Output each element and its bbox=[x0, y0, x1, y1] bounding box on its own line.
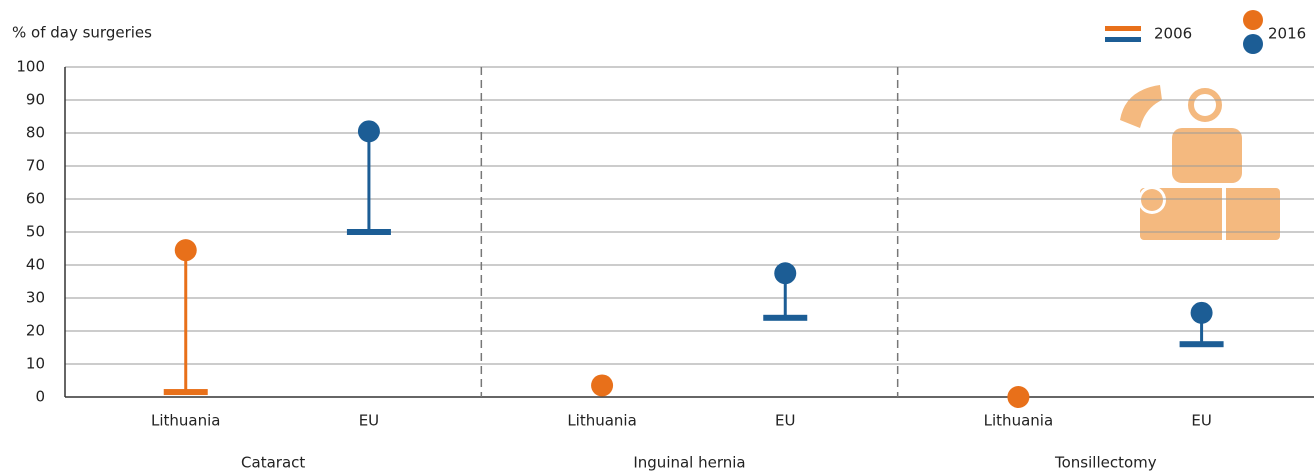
y-tick-label: 60 bbox=[26, 190, 45, 208]
x-tick-label: Lithuania bbox=[984, 412, 1053, 430]
marker-2016 bbox=[1191, 302, 1213, 324]
marker-2006 bbox=[763, 315, 807, 321]
group-label: Inguinal hernia bbox=[633, 454, 745, 472]
y-tick-label: 100 bbox=[16, 58, 45, 76]
group-label: Tonsillectomy bbox=[1054, 454, 1157, 472]
y-tick-label: 50 bbox=[26, 223, 45, 241]
x-tick-label: EU bbox=[775, 412, 795, 430]
y-axis-label: % of day surgeries bbox=[12, 24, 152, 42]
y-tick-label: 70 bbox=[26, 157, 45, 175]
marker-2006 bbox=[164, 389, 208, 395]
y-tick-label: 30 bbox=[26, 289, 45, 307]
y-tick-label: 40 bbox=[26, 256, 45, 274]
x-tick-label: Lithuania bbox=[151, 412, 220, 430]
legend-marker bbox=[1105, 37, 1141, 42]
legend-marker bbox=[1105, 26, 1141, 31]
marker-2016 bbox=[591, 374, 613, 396]
y-tick-label: 10 bbox=[26, 355, 45, 373]
surgeon-icon bbox=[1120, 85, 1280, 245]
marker-2006 bbox=[1180, 341, 1224, 347]
legend-label: 2016 bbox=[1268, 25, 1306, 43]
group-label: Cataract bbox=[241, 454, 305, 472]
x-tick-label: EU bbox=[1191, 412, 1211, 430]
x-tick-label: EU bbox=[359, 412, 379, 430]
chart: % of day surgeries 0 10 20 30 40 50 60 70 80 90 10… bbox=[0, 0, 1314, 473]
x-tick-label: Lithuania bbox=[567, 412, 636, 430]
legend-marker bbox=[1243, 34, 1263, 54]
marker-2016 bbox=[358, 120, 380, 142]
y-tick-label: 80 bbox=[26, 124, 45, 142]
y-tick-label: 0 bbox=[35, 388, 45, 406]
marker-2016 bbox=[175, 239, 197, 261]
marker-2016 bbox=[1007, 386, 1029, 408]
marker-2006 bbox=[347, 229, 391, 235]
legend-label: 2006 bbox=[1154, 25, 1192, 43]
y-tick-label: 20 bbox=[26, 322, 45, 340]
y-tick-label: 90 bbox=[26, 91, 45, 109]
legend-marker bbox=[1243, 10, 1263, 30]
marker-2016 bbox=[774, 262, 796, 284]
